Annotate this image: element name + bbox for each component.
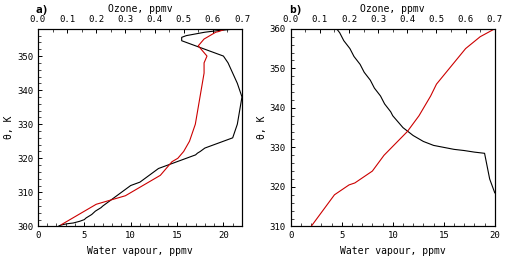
Y-axis label: θ, K: θ, K <box>4 116 14 139</box>
X-axis label: Water vapour, ppmv: Water vapour, ppmv <box>340 246 446 256</box>
Text: a): a) <box>36 5 49 15</box>
X-axis label: Water vapour, ppmv: Water vapour, ppmv <box>87 246 193 256</box>
X-axis label: Ozone, ppmv: Ozone, ppmv <box>107 4 172 14</box>
Y-axis label: θ, K: θ, K <box>257 116 267 139</box>
X-axis label: Ozone, ppmv: Ozone, ppmv <box>360 4 425 14</box>
Text: b): b) <box>288 5 302 15</box>
